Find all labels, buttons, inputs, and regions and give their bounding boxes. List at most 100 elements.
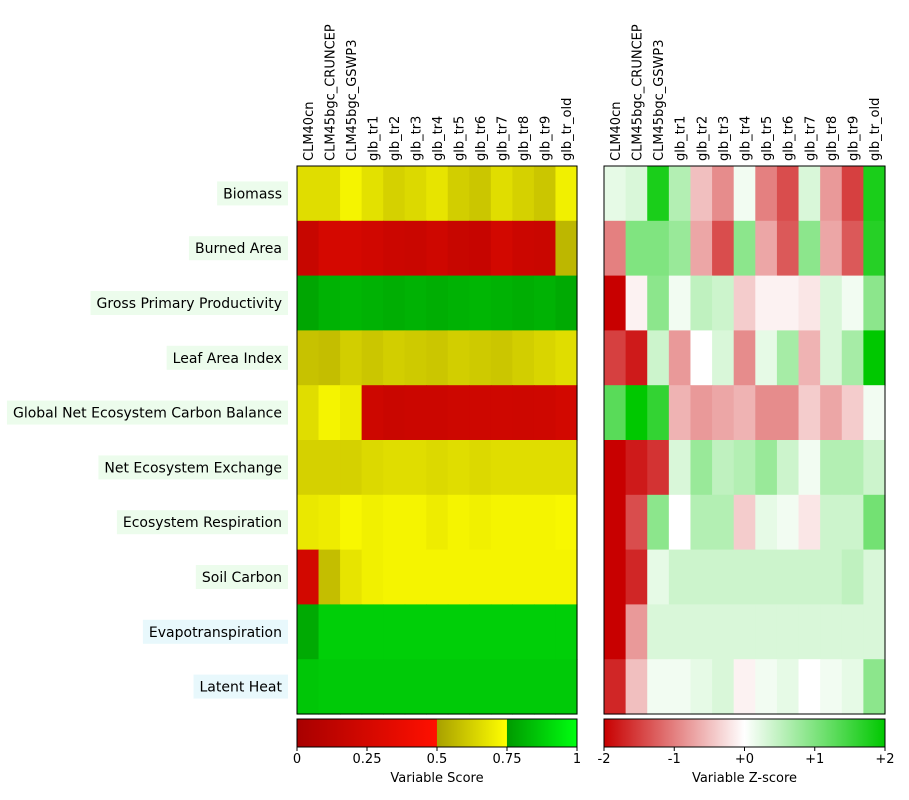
z-cell: [733, 220, 756, 277]
z-cell: [668, 549, 692, 605]
score-cell: [404, 604, 427, 660]
z-cell: [733, 166, 756, 222]
z-cell: [647, 220, 670, 277]
z-cell: [776, 166, 800, 222]
model-label: CLM40cn: [609, 102, 624, 161]
z-cell: [841, 440, 864, 496]
z-cell: [604, 549, 627, 605]
colorbar-tick-label: +0: [735, 752, 754, 767]
score-cell: [340, 440, 363, 496]
z-cell: [755, 166, 778, 222]
colorbar-tick-label: -2: [598, 752, 611, 767]
z-cell: [668, 166, 692, 222]
colorbar-tick-label: 1: [573, 752, 581, 767]
z-cell: [712, 275, 735, 331]
z-cell: [690, 220, 713, 277]
z-cell: [820, 385, 843, 441]
score-cell: [555, 166, 578, 222]
score-cell: [383, 549, 406, 605]
score-cell: [383, 604, 406, 660]
score-cell: [490, 385, 513, 441]
z-cell: [604, 494, 627, 551]
score-cell: [383, 166, 406, 222]
score-cell: [533, 166, 557, 222]
score-cell: [383, 330, 406, 386]
score-cell: [469, 220, 492, 277]
variable-label-bg: [116, 510, 288, 535]
model-label: glb_tr_old: [560, 98, 575, 161]
variable-label: Net Ecosystem Exchange: [104, 460, 282, 476]
score-cell: [490, 549, 513, 605]
z-cell: [776, 220, 800, 277]
score-cell: [404, 494, 427, 551]
z-cell: [798, 549, 821, 605]
score-cell: [490, 494, 513, 551]
score-cell: [383, 494, 406, 551]
score-cell: [383, 440, 406, 496]
z-cell: [712, 659, 735, 715]
model-label: glb_tr1: [674, 116, 689, 161]
variable-label: Latent Heat: [199, 680, 282, 696]
z-cell: [604, 166, 627, 222]
score-cell: [340, 604, 363, 660]
z-cell: [776, 604, 800, 660]
score-cell: [555, 330, 578, 386]
score-cell: [361, 330, 384, 386]
z-cell: [798, 659, 821, 715]
z-cell: [863, 275, 886, 331]
score-cell: [297, 220, 320, 277]
z-cell: [863, 385, 886, 441]
z-cell: [776, 494, 800, 551]
score-cell: [490, 659, 513, 715]
score-cell: [512, 604, 535, 660]
score-cell: [469, 385, 492, 441]
model-label: glb_tr5: [453, 116, 468, 161]
z-cell: [625, 275, 648, 331]
z-cell: [841, 659, 864, 715]
z-cell: [625, 385, 648, 441]
z-cell: [820, 166, 843, 222]
variable-label: Global Net Ecosystem Carbon Balance: [13, 406, 282, 422]
z-cell: [668, 604, 692, 660]
score-cell: [426, 275, 449, 331]
z-cell: [733, 275, 756, 331]
score-cell: [297, 659, 320, 715]
variable-label-bg: [6, 400, 288, 425]
z-cell: [841, 220, 864, 277]
score-cell: [404, 385, 427, 441]
z-cell: [647, 166, 670, 222]
score-cell: [469, 494, 492, 551]
z-cell: [820, 220, 843, 277]
score-cell: [318, 166, 341, 222]
model-label: glb_tr7: [803, 116, 818, 161]
z-cell: [776, 440, 800, 496]
colorbar-tick-label: 0.75: [493, 752, 522, 767]
score-cell: [555, 275, 578, 331]
variable-label-bg: [188, 236, 288, 261]
score-cell: [297, 330, 320, 386]
score-cell: [426, 330, 449, 386]
score-cell: [555, 440, 578, 496]
score-cell: [447, 659, 470, 715]
model-label: glb_tr9: [847, 116, 862, 161]
score-cell: [469, 166, 492, 222]
z-cell: [841, 385, 864, 441]
z-cell: [863, 659, 886, 715]
model-label: glb_tr1: [366, 116, 381, 161]
z-cell: [668, 659, 692, 715]
score-cell: [404, 440, 427, 496]
colorbar-tick-label: +2: [875, 752, 894, 767]
score-cell: [361, 549, 384, 605]
score-cell: [297, 440, 320, 496]
z-cell: [863, 330, 886, 386]
z-cell: [604, 220, 627, 277]
score-cell: [340, 220, 363, 277]
variable-label: Soil Carbon: [202, 570, 282, 586]
model-label: glb_tr2: [388, 116, 403, 161]
z-cell: [798, 385, 821, 441]
score-cell: [426, 494, 449, 551]
variable-label: Gross Primary Productivity: [97, 296, 282, 312]
score-cell: [404, 549, 427, 605]
variable-label-bg: [90, 291, 288, 315]
score-cell: [318, 220, 341, 277]
